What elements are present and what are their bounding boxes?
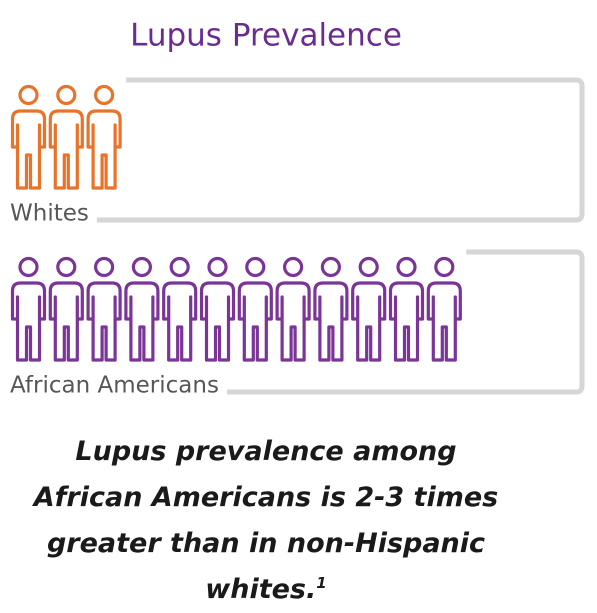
person-icon [199, 256, 236, 362]
infographic: Lupus Prevalence Whites African Americans… [10, 18, 585, 605]
icon-body [48, 109, 84, 190]
person-icon [237, 256, 273, 362]
chart-title: Lupus Prevalence [130, 18, 402, 54]
icon-head [434, 256, 455, 278]
icon-head [207, 256, 228, 278]
icon-head [56, 256, 77, 278]
icon-head [93, 84, 115, 106]
icon-body [237, 281, 273, 362]
person-icon [426, 256, 462, 362]
person-icon [351, 256, 387, 362]
category-label: African Americans [10, 373, 219, 399]
person-icon [313, 256, 349, 362]
icon-body [124, 281, 160, 362]
icon-head [131, 256, 152, 278]
bracket [96, 77, 585, 223]
icon-body [86, 281, 122, 362]
icon-body [162, 281, 198, 362]
person-icon [10, 84, 47, 190]
footnote-marker: 1 [316, 574, 327, 592]
icon-body [48, 281, 84, 362]
caption: Lupus prevalence among African Americans… [33, 436, 499, 605]
bracket [226, 249, 585, 395]
icon-head [358, 256, 379, 278]
icon-head [396, 256, 417, 278]
person-icon [162, 256, 198, 362]
icon-body [313, 281, 349, 362]
icon-body [275, 281, 311, 362]
category-label: Whites [10, 201, 89, 227]
person-icon [48, 84, 84, 190]
icon-body [10, 281, 47, 362]
icon-body [426, 281, 462, 362]
icon-group [10, 256, 462, 362]
person-icon [124, 256, 160, 362]
icon-head [93, 256, 115, 278]
icon-body [10, 109, 47, 190]
icon-body [351, 281, 387, 362]
icon-group [10, 84, 122, 190]
icon-head [56, 84, 77, 106]
person-icon [86, 84, 122, 190]
icon-head [283, 256, 304, 278]
icon-head [245, 256, 266, 278]
icon-body [388, 281, 425, 362]
person-icon [10, 256, 47, 362]
caption-block: Lupus prevalence among African Americans… [30, 429, 502, 613]
icon-head [169, 256, 190, 278]
person-icon [388, 256, 425, 362]
icon-body [86, 109, 122, 190]
chart: Lupus Prevalence Whites African Americans [10, 18, 585, 399]
icon-head [320, 256, 341, 278]
icon-head [18, 256, 39, 278]
icon-head [18, 84, 39, 106]
person-icon [86, 256, 122, 362]
icon-body [199, 281, 236, 362]
person-icon [48, 256, 84, 362]
person-icon [275, 256, 311, 362]
